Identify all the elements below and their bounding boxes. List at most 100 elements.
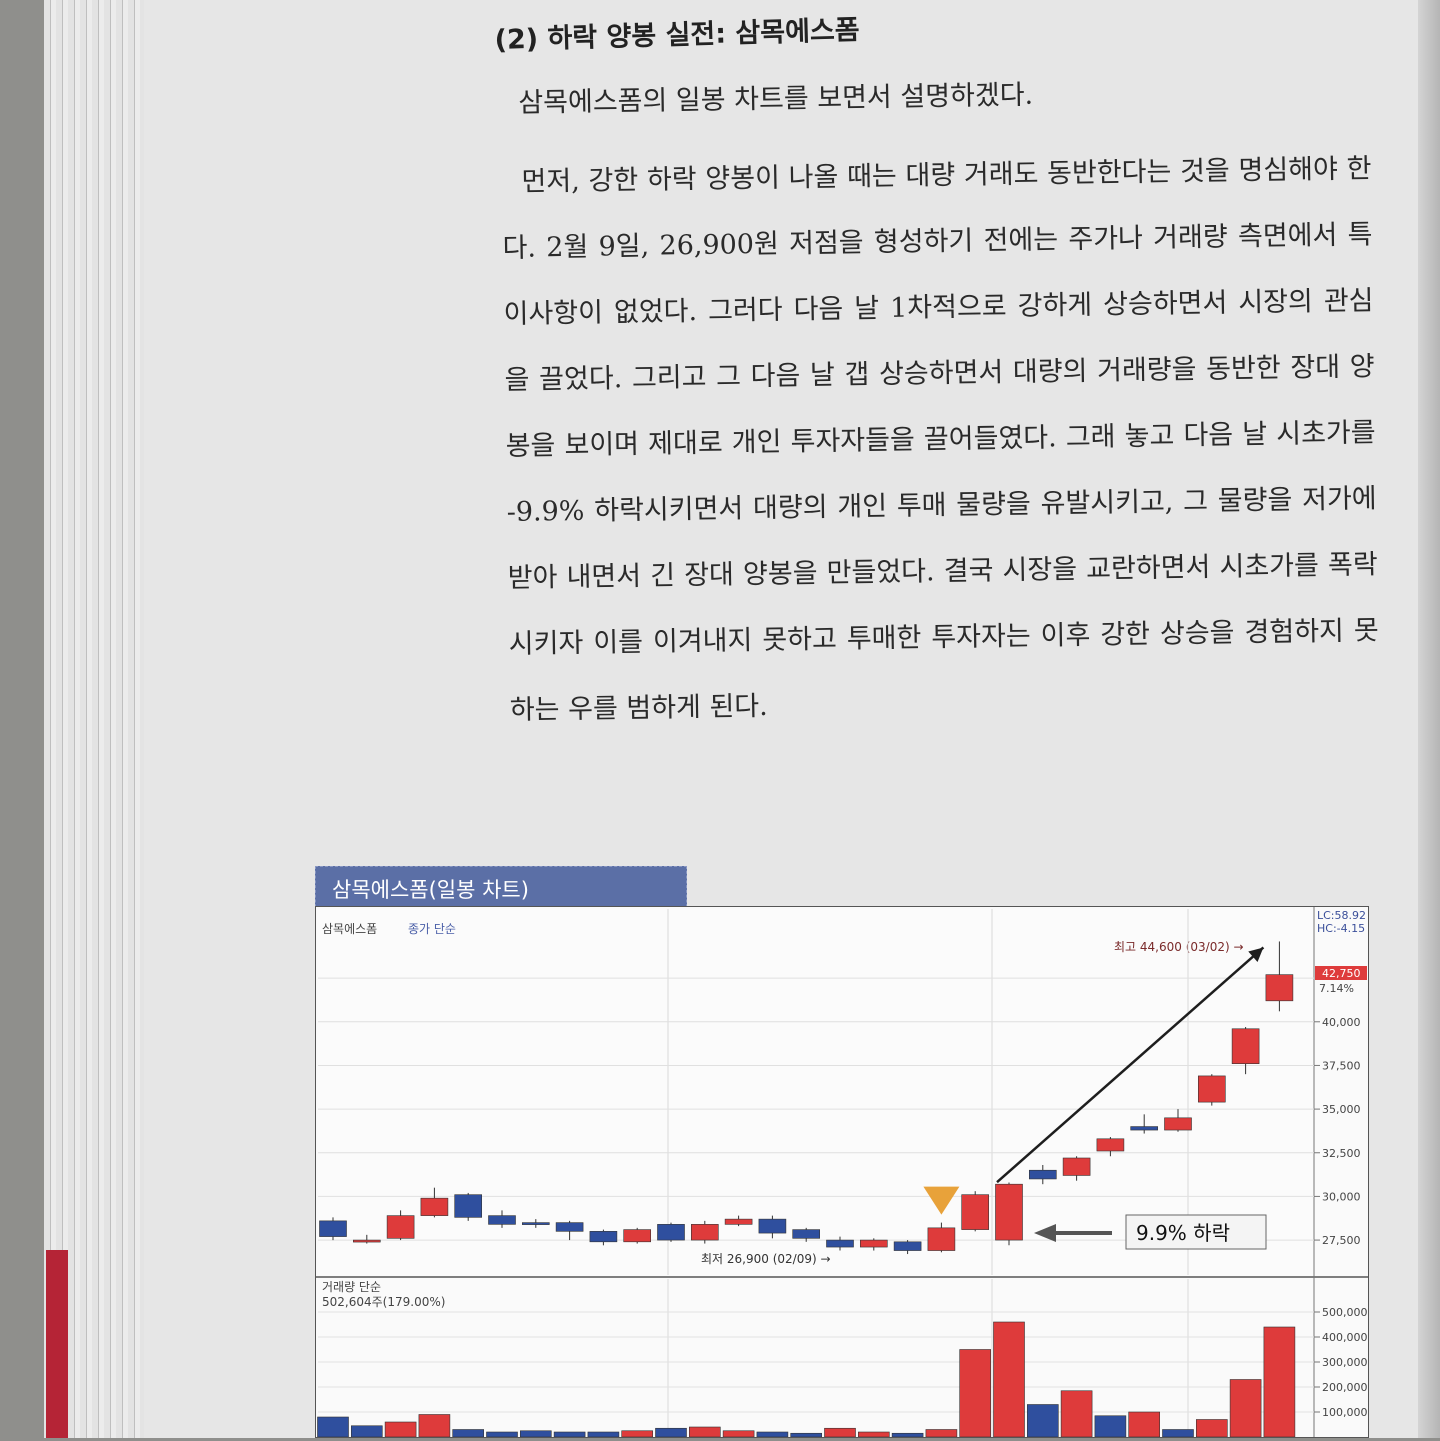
- price-axis: 27,500 30,000 32,500 35,000 37,500 40,000: [1314, 1016, 1361, 1247]
- volume-bar-6: [520, 1430, 552, 1438]
- candle-body-14: [792, 1229, 821, 1239]
- volume-bar-9: [621, 1430, 654, 1438]
- candle-body-15: [826, 1239, 854, 1248]
- volume-bar-15: [824, 1427, 856, 1438]
- candle-body-11: [690, 1224, 719, 1241]
- volume-axis: 100,000 200,000 300,000 400,000 500,000: [1314, 1306, 1368, 1419]
- volume-bar-13: [756, 1431, 789, 1438]
- candle-body-27: [1231, 1028, 1260, 1064]
- volume-bar-25: [1162, 1429, 1194, 1438]
- price-panel-name: 삼목에스폼: [322, 922, 377, 936]
- chapter-tab: [46, 1250, 68, 1438]
- signal-marker: [923, 1186, 960, 1215]
- candle-body-6: [522, 1222, 550, 1225]
- volume-bar-2: [384, 1421, 417, 1438]
- volume-bar-21: [1026, 1404, 1059, 1438]
- high-annotation: 최고 44,600 (03/02) →: [1114, 940, 1244, 954]
- hc-readout: HC:-4.15: [1317, 922, 1365, 935]
- candle-body-17: [893, 1241, 922, 1251]
- drop-arrow-head: [1034, 1224, 1056, 1242]
- price-gridlines: [318, 909, 1314, 1275]
- candle-body-3: [420, 1197, 449, 1216]
- chart-frame: 삼목에스폼 종가 단순 LC:58.92 HC:-4.15 최고 44,600 …: [315, 906, 1369, 1438]
- trend-arrow-head: [1248, 947, 1264, 962]
- volume-bar-16: [857, 1431, 890, 1438]
- volume-gridlines: [318, 1279, 1314, 1437]
- candle-body-16: [859, 1239, 888, 1248]
- volume-bar-27: [1229, 1379, 1262, 1438]
- volume-bar-1: [350, 1425, 383, 1438]
- candle-body-9: [623, 1229, 652, 1243]
- volume-bar-18: [925, 1429, 958, 1438]
- price-tick-label-4: 37,500: [1322, 1059, 1361, 1072]
- volume-bar-5: [486, 1431, 518, 1438]
- candle-body-19: [961, 1194, 990, 1230]
- page-edges: [44, 0, 144, 1438]
- volume-panel-name: 거래량 단순: [322, 1280, 381, 1294]
- price-tick-label-2: 32,500: [1322, 1147, 1361, 1160]
- stock-chart: 삼목에스폼 종가 단순 LC:58.92 HC:-4.15 최고 44,600 …: [316, 907, 1368, 1438]
- vol-tick-label-3: 400,000: [1322, 1331, 1368, 1344]
- candle-body-13: [758, 1218, 787, 1234]
- volume-bar-24: [1128, 1411, 1161, 1438]
- candle-body-7: [555, 1222, 584, 1232]
- low-annotation: 최저 26,900 (02/09) →: [701, 1252, 831, 1266]
- volume-bar-19: [959, 1349, 992, 1438]
- volume-bar-4: [452, 1429, 484, 1438]
- volume-bar-17: [891, 1432, 924, 1438]
- candle-body-23: [1096, 1138, 1125, 1152]
- candle-body-12: [724, 1218, 753, 1225]
- chart-title: 삼목에스폼(일봉 차트): [315, 866, 687, 912]
- volume-bars: [317, 1321, 1296, 1438]
- candle-body-5: [488, 1215, 516, 1225]
- volume-bar-10: [655, 1427, 687, 1438]
- volume-bar-7: [553, 1431, 586, 1438]
- trend-arrow-line: [996, 946, 1265, 1184]
- price-tick-label-5: 40,000: [1322, 1016, 1361, 1029]
- candle-body-8: [589, 1231, 618, 1243]
- candle-body-26: [1197, 1075, 1226, 1103]
- annotations: [923, 946, 1265, 1242]
- vol-tick-label-1: 200,000: [1322, 1381, 1368, 1394]
- price-tick-label-0: 27,500: [1322, 1234, 1361, 1247]
- volume-bar-8: [587, 1431, 620, 1438]
- vol-tick-label-0: 100,000: [1322, 1406, 1368, 1419]
- price-tick-label-1: 30,000: [1322, 1190, 1361, 1203]
- current-pct: 7.14%: [1319, 982, 1354, 995]
- candle-body-28: [1265, 974, 1294, 1002]
- candle-body-22: [1062, 1157, 1091, 1176]
- lc-readout: LC:58.92: [1317, 909, 1366, 922]
- candle-body-21: [1028, 1169, 1057, 1180]
- current-price: 42,750: [1322, 967, 1361, 980]
- price-tick-label-3: 35,000: [1322, 1103, 1361, 1116]
- volume-bar-12: [722, 1430, 755, 1438]
- volume-bar-26: [1195, 1419, 1228, 1438]
- volume-bar-3: [418, 1414, 451, 1438]
- candle-body-18: [927, 1227, 956, 1251]
- volume-bar-20: [993, 1321, 1025, 1438]
- volume-bar-28: [1263, 1326, 1296, 1438]
- body-text: 삼목에스폼의 일봉 차트를 보면서 설명하겠다. 먼저, 강한 하락 양봉이 나…: [500, 70, 1380, 744]
- vol-tick-label-4: 500,000: [1322, 1306, 1368, 1319]
- candle-body-0: [319, 1220, 347, 1237]
- current-price-box: [1315, 966, 1367, 980]
- page-shadow: [1418, 0, 1440, 1438]
- candle-body-20: [995, 1183, 1023, 1241]
- candle-body-4: [454, 1194, 482, 1218]
- drop-label-box: [1125, 1214, 1267, 1250]
- candle-body-1: [352, 1239, 381, 1243]
- candle-body-10: [657, 1224, 685, 1241]
- vol-tick-label-2: 300,000: [1322, 1356, 1368, 1369]
- paragraph-2: 먼저, 강한 하락 양봉이 나올 때는 대량 거래도 동반한다는 것을 명심해야…: [502, 153, 1379, 726]
- volume-bar-22: [1060, 1390, 1093, 1438]
- volume-bar-11: [688, 1426, 721, 1438]
- candle-body-2: [386, 1215, 415, 1239]
- volume-bar-0: [317, 1416, 349, 1438]
- drop-label: 9.9% 하락: [1136, 1221, 1230, 1245]
- price-panel-type: 종가 단순: [408, 922, 456, 936]
- volume-bar-23: [1094, 1415, 1127, 1438]
- candlesticks: [319, 941, 1294, 1255]
- candle-body-24: [1130, 1126, 1159, 1131]
- candle-body-25: [1164, 1117, 1192, 1131]
- volume-bar-14: [790, 1432, 823, 1438]
